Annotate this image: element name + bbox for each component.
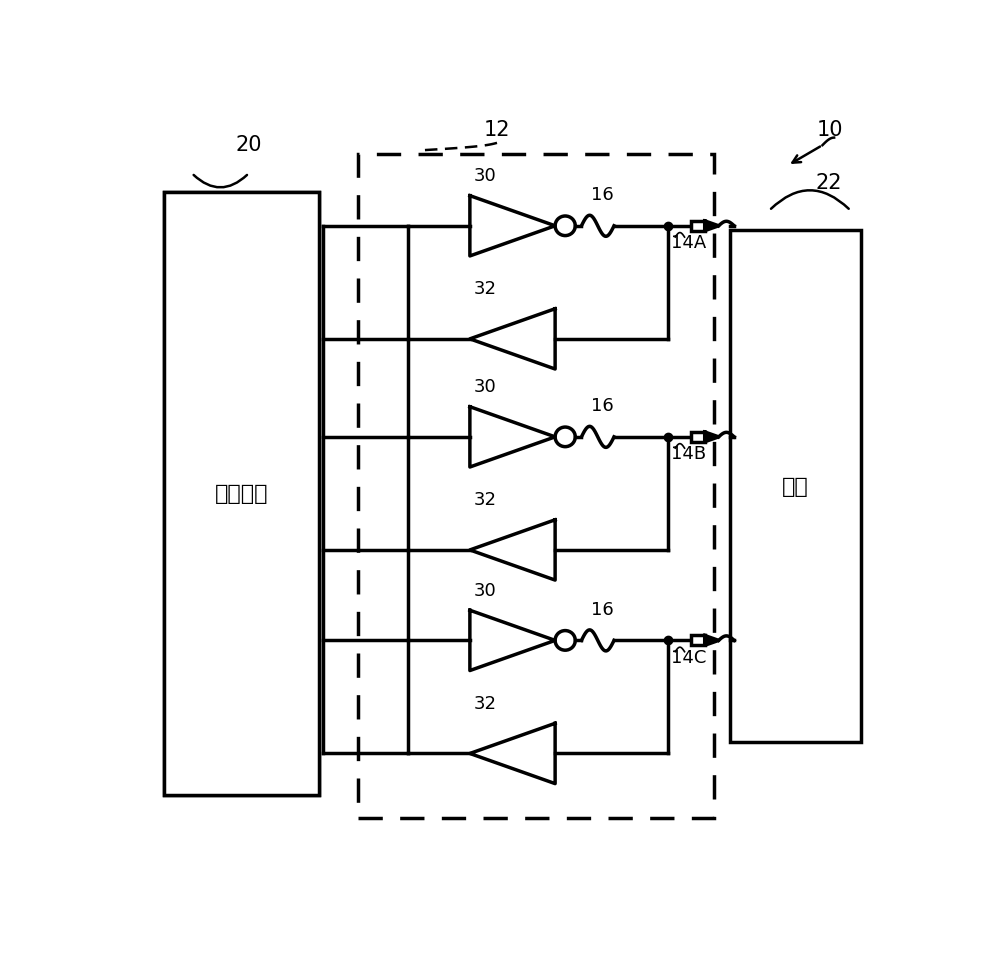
- Bar: [164, 193, 319, 795]
- Text: 14B: 14B: [671, 445, 706, 463]
- Text: 30: 30: [474, 167, 496, 185]
- Text: 14A: 14A: [671, 234, 707, 252]
- Polygon shape: [705, 636, 719, 645]
- Text: 32: 32: [474, 491, 497, 509]
- Bar: [691, 222, 705, 232]
- Text: 22: 22: [815, 173, 842, 193]
- Text: 16: 16: [591, 186, 614, 204]
- Text: 12: 12: [484, 120, 510, 140]
- Bar: [730, 231, 861, 742]
- Text: 16: 16: [591, 397, 614, 415]
- Polygon shape: [705, 222, 719, 232]
- Text: 14C: 14C: [671, 648, 707, 666]
- Text: 控制装置: 控制装置: [214, 484, 268, 504]
- Bar: [691, 432, 705, 442]
- Text: 32: 32: [474, 280, 497, 298]
- Text: 30: 30: [474, 378, 496, 396]
- Text: 控制装置: 控制装置: [214, 484, 268, 504]
- Bar: [164, 193, 319, 795]
- Text: 20: 20: [236, 135, 262, 155]
- Text: 32: 32: [474, 694, 497, 712]
- Bar: [691, 636, 705, 645]
- Bar: [358, 156, 714, 818]
- Text: 焊盘: 焊盘: [782, 476, 809, 497]
- Polygon shape: [705, 432, 719, 442]
- Text: 16: 16: [591, 600, 614, 618]
- Text: 10: 10: [817, 120, 844, 140]
- Text: 30: 30: [474, 581, 496, 600]
